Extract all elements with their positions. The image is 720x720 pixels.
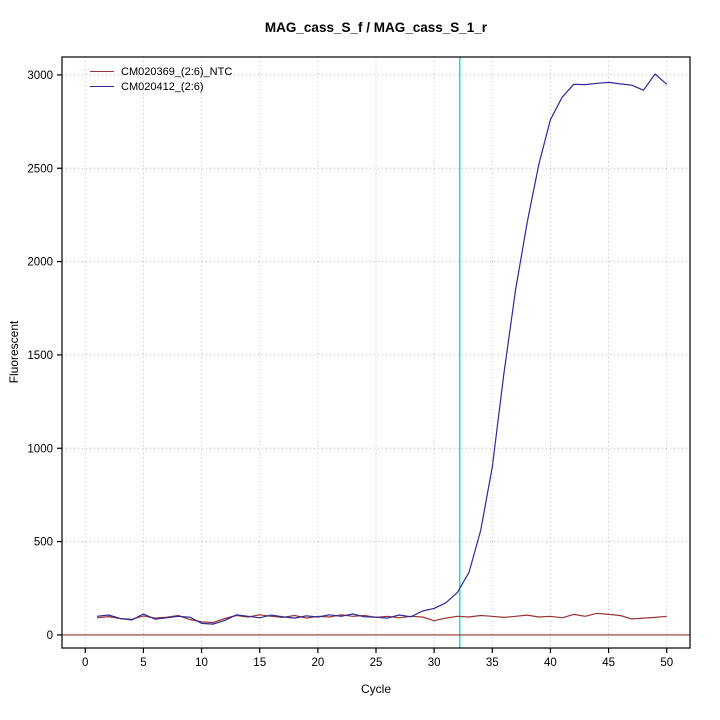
chart-title: MAG_cass_S_f / MAG_cass_S_1_r [264,20,488,35]
x-tick-label: 35 [486,657,499,669]
series-line-0 [96,612,667,624]
legend-line-swatch-ntc [90,71,114,72]
legend-label-ntc: CM020369_(2:6)_NTC [121,65,233,78]
legend-item-ntc: CM020369_(2:6)_NTC [90,64,232,79]
y-tick-label: 1500 [27,350,53,362]
x-tick-label: 40 [544,657,557,669]
x-tick-label: 20 [311,657,324,669]
x-tick-label: 5 [140,657,146,669]
y-tick-label: 2500 [27,163,53,175]
y-tick-label: 500 [34,537,53,549]
legend: CM020369_(2:6)_NTC CM020412_(2:6) [90,64,232,94]
y-tick-label: 2000 [27,257,53,269]
x-tick-label: 45 [602,657,615,669]
legend-label-sample: CM020412_(2:6) [121,80,204,93]
series-line-1 [96,73,668,625]
x-tick-label: 15 [253,657,266,669]
legend-line-swatch-sample [90,86,114,87]
x-tick-label: 50 [660,657,673,669]
y-tick-label: 0 [47,630,53,642]
y-tick-label: 3000 [27,70,53,82]
legend-item-sample: CM020412_(2:6) [90,79,232,94]
x-tick-label: 0 [82,657,88,669]
x-tick-label: 30 [428,657,441,669]
x-axis-label: Cycle [360,682,391,696]
y-axis-label: Fluorescent [7,320,21,384]
y-tick-label: 1000 [27,443,53,455]
x-tick-label: 10 [195,657,208,669]
x-tick-label: 25 [370,657,383,669]
